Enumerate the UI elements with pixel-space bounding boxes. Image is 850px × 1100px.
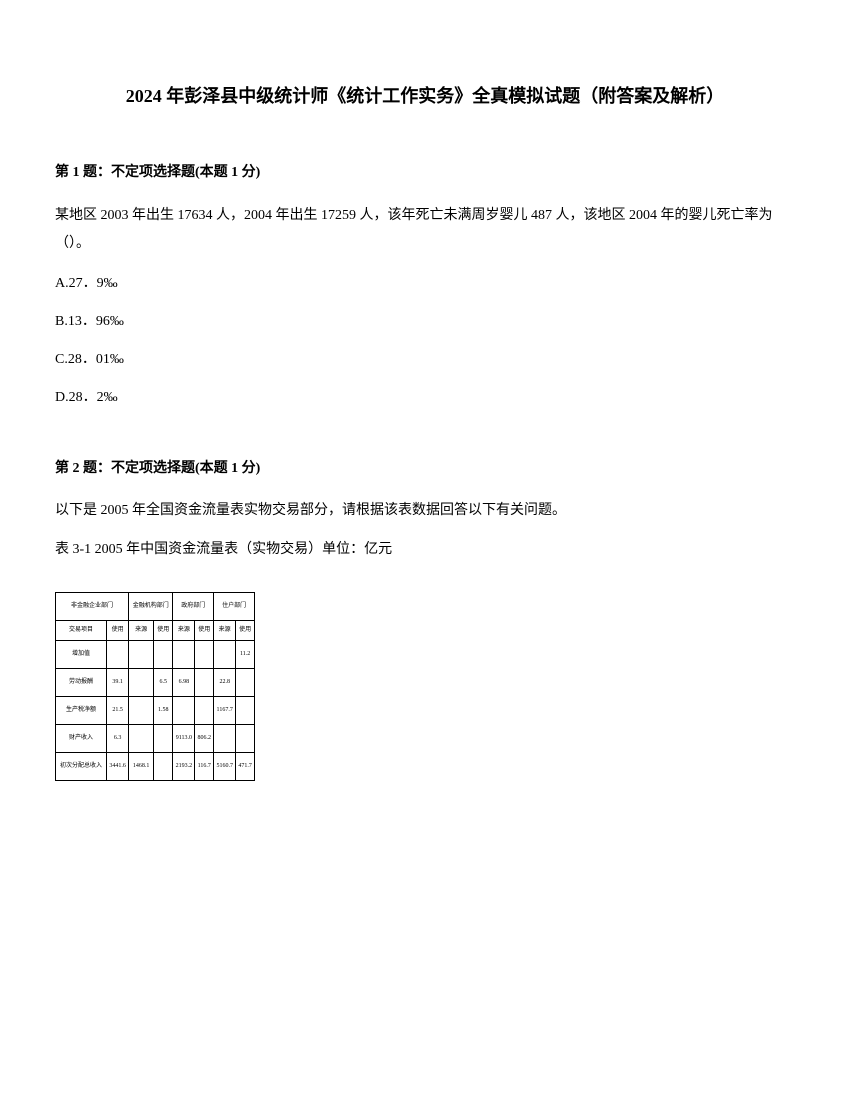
table-cell: 21.5 <box>107 696 129 724</box>
q1-option-d: D.28．2‰ <box>55 384 795 412</box>
table-cell: 金融机构部门 <box>129 592 173 620</box>
question-1: 第 1 题：不定项选择题(本题 1 分) 某地区 2003 年出生 17634 … <box>55 160 795 411</box>
table-cell: 住户部门 <box>214 592 255 620</box>
table-cell: 11.2 <box>236 640 255 668</box>
table-cell <box>129 724 154 752</box>
table-cell <box>214 724 236 752</box>
table-cell <box>214 640 236 668</box>
q1-body: 某地区 2003 年出生 17634 人，2004 年出生 17259 人，该年… <box>55 202 795 258</box>
table-cell <box>129 668 154 696</box>
q2-caption: 表 3-1 2005 年中国资金流量表（实物交易）单位：亿元 <box>55 537 795 562</box>
table-cell: 政府部门 <box>173 592 214 620</box>
table-cell: 2193.2 <box>173 752 195 780</box>
table-cell <box>195 640 214 668</box>
table-cell: 806.2 <box>195 724 214 752</box>
q2-header: 第 2 题：不定项选择题(本题 1 分) <box>55 456 795 481</box>
table-cell: 471.7 <box>236 752 255 780</box>
table-cell: 来源 <box>173 620 195 640</box>
q2-table: 非金融企业部门 金融机构部门 政府部门 住户部门 交易项目 使用 来源 使用 来… <box>55 592 255 781</box>
table-cell <box>129 696 154 724</box>
q1-option-c: C.28．01‰ <box>55 346 795 374</box>
q1-option-a: A.27．9‰ <box>55 270 795 298</box>
table-cell: 来源 <box>129 620 154 640</box>
table-cell <box>195 668 214 696</box>
table-cell: 116.7 <box>195 752 214 780</box>
table-cell: 非金融企业部门 <box>56 592 129 620</box>
table-cell: 来源 <box>214 620 236 640</box>
q1-header: 第 1 题：不定项选择题(本题 1 分) <box>55 160 795 185</box>
table-cell: 生产税净额 <box>56 696 107 724</box>
table-cell: 使用 <box>236 620 255 640</box>
table-cell: 使用 <box>107 620 129 640</box>
table-cell: 6.3 <box>107 724 129 752</box>
table-cell: 使用 <box>195 620 214 640</box>
page-title: 2024 年彭泽县中级统计师《统计工作实务》全真模拟试题（附答案及解析） <box>55 80 795 112</box>
table-cell: 5160.7 <box>214 752 236 780</box>
table-cell: 交易项目 <box>56 620 107 640</box>
table-cell: 初次分配总收入 <box>56 752 107 780</box>
table-cell <box>236 668 255 696</box>
table-cell <box>173 640 195 668</box>
table-cell: 增加值 <box>56 640 107 668</box>
table-cell: 22.8 <box>214 668 236 696</box>
table-cell: 1167.7 <box>214 696 236 724</box>
table-cell: 39.1 <box>107 668 129 696</box>
table-cell: 9113.0 <box>173 724 195 752</box>
q1-option-b: B.13．96‰ <box>55 308 795 336</box>
q2-body: 以下是 2005 年全国资金流量表实物交易部分，请根据该表数据回答以下有关问题。 <box>55 497 795 525</box>
table-cell <box>154 752 173 780</box>
table-cell: 使用 <box>154 620 173 640</box>
table-cell <box>173 696 195 724</box>
table-cell <box>236 696 255 724</box>
table-cell <box>154 724 173 752</box>
table-cell: 6.98 <box>173 668 195 696</box>
table-cell: 1468.1 <box>129 752 154 780</box>
table-cell: 3441.6 <box>107 752 129 780</box>
table-cell <box>129 640 154 668</box>
table-cell: 1.58 <box>154 696 173 724</box>
table-cell <box>195 696 214 724</box>
table-cell: 劳动报酬 <box>56 668 107 696</box>
table-cell <box>107 640 129 668</box>
table-cell <box>154 640 173 668</box>
table-cell: 6.5 <box>154 668 173 696</box>
table-cell: 财产收入 <box>56 724 107 752</box>
question-2: 第 2 题：不定项选择题(本题 1 分) 以下是 2005 年全国资金流量表实物… <box>55 456 795 781</box>
table-cell <box>236 724 255 752</box>
